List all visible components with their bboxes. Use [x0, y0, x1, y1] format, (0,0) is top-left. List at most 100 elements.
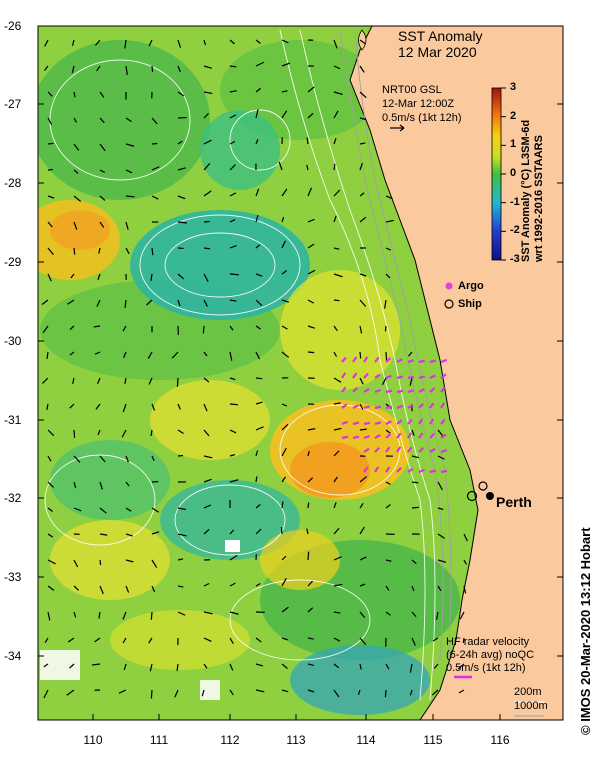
velocity-arrow [333, 189, 341, 197]
velocity-arrow [125, 195, 135, 198]
lon-tick-label: 111 [149, 733, 169, 747]
velocity-arrow [73, 91, 76, 98]
velocity-arrow [307, 689, 315, 693]
velocity-arrow [333, 215, 337, 223]
velocity-arrow [203, 478, 212, 483]
velocity-arrow [151, 195, 159, 200]
hf-radar-arrow [352, 387, 359, 393]
velocity-arrow [281, 270, 288, 275]
velocity-arrow [148, 637, 153, 644]
lon-tick-label: 116 [490, 733, 510, 747]
velocity-arrow [118, 689, 127, 694]
velocity-arrow [125, 533, 133, 537]
velocity-arrow [333, 91, 343, 95]
velocity-arrow [255, 377, 263, 380]
ship-marker [466, 490, 478, 502]
velocity-arrow [255, 528, 262, 535]
velocity-arrow [359, 526, 365, 535]
velocity-arrow [44, 637, 49, 644]
velocity-arrow [255, 476, 258, 483]
hf-radar-arrow [396, 432, 402, 439]
hf-radar-arrow [418, 418, 424, 425]
velocity-arrow [307, 551, 310, 561]
hf-radar-arrow [429, 432, 435, 439]
hf-radar-arrow [418, 468, 425, 474]
velocity-arrow [333, 476, 338, 483]
hf-radar-arrow [385, 466, 391, 473]
velocity-arrow [41, 377, 49, 384]
velocity-arrow [457, 663, 465, 670]
lon-tick-label: 110 [83, 733, 103, 747]
velocity-arrow [385, 559, 392, 562]
hf-radar-arrow [396, 389, 404, 394]
velocity-arrow [409, 377, 413, 386]
velocity-arrow [203, 504, 211, 509]
velocity-arrow [124, 299, 127, 308]
velocity-arrow [96, 377, 101, 385]
velocity-arrow [229, 582, 236, 587]
velocity-arrow [99, 221, 105, 228]
velocity-arrow [229, 244, 237, 249]
velocity-arrow [203, 190, 212, 197]
velocity-arrow [203, 403, 208, 412]
velocity-arrow [281, 299, 289, 303]
velocity-arrow [174, 689, 179, 698]
velocity-arrow [307, 269, 316, 275]
land-australia [349, 26, 563, 720]
hf-radar-arrow [440, 358, 448, 364]
velocity-arrow [463, 559, 467, 565]
velocity-arrow [281, 637, 288, 641]
lat-tick-label: -34 [4, 649, 22, 663]
hf-radar-arrow [363, 356, 369, 363]
velocity-arrow [281, 476, 286, 483]
velocity-arrow [177, 299, 181, 307]
velocity-arrow [411, 611, 417, 618]
velocity-arrow [203, 351, 208, 357]
velocity-arrow [73, 143, 80, 151]
velocity-arrow [203, 377, 210, 383]
velocity-arrow [433, 663, 439, 669]
velocity-arrow [151, 65, 154, 72]
velocity-arrow [229, 429, 237, 434]
velocity-arrow [47, 91, 53, 97]
velocity-arrow [151, 507, 160, 513]
source-time: 12-Mar 12:00Z [382, 98, 455, 110]
hf-radar-arrow [385, 433, 392, 439]
hf-radar-arrow [385, 389, 393, 394]
contour-label-1000m: 1000m [514, 700, 548, 712]
velocity-arrow [151, 247, 154, 256]
velocity-arrow [359, 351, 362, 359]
hf-radar-arrow [407, 432, 413, 439]
velocity-arrow [307, 243, 315, 249]
velocity-arrow [229, 273, 239, 276]
velocity-arrow [47, 455, 52, 462]
velocity-arrow [69, 403, 75, 409]
velocity-arrow [385, 663, 390, 670]
hf-radar-arrow [363, 435, 371, 440]
velocity-arrow [307, 502, 310, 509]
lon-tick-label: 113 [286, 733, 306, 747]
velocity-arrow [229, 403, 238, 406]
colorbar-tick-label: -2 [510, 224, 520, 237]
velocity-arrow [41, 299, 49, 305]
velocity-arrow [459, 611, 465, 620]
velocity-arrow [229, 299, 237, 302]
arrow-scale-label: 0.5m/s (1kt 12h) [382, 112, 462, 124]
velocity-arrow [229, 454, 236, 457]
velocity-arrow [333, 325, 338, 332]
hf-radar-arrow [385, 405, 393, 410]
hf-radar-arrow [341, 403, 348, 409]
credit-text: © IMOS 20-Mar-2020 13:12 Hobart [578, 527, 593, 735]
velocity-arrow [203, 91, 213, 94]
velocity-arrow [66, 689, 75, 696]
velocity-arrow [359, 637, 367, 646]
hf-radar-arrow [429, 469, 437, 474]
velocity-arrow [281, 325, 288, 330]
hf-radar-arrow [352, 404, 359, 409]
velocity-arrow [125, 481, 130, 487]
velocity-arrow [255, 273, 263, 277]
velocity-arrow [255, 244, 261, 249]
velocity-arrow [333, 689, 340, 698]
velocity-arrow [146, 299, 153, 306]
